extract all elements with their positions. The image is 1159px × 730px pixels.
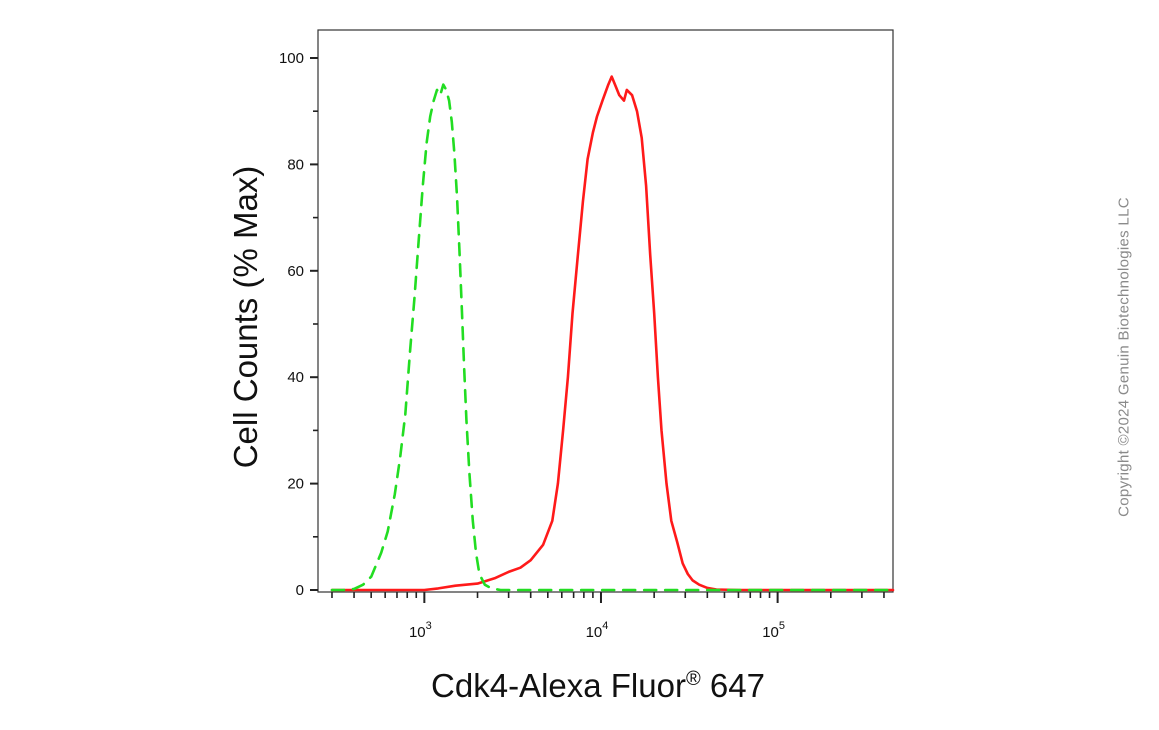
y-tick-label: 40: [287, 369, 304, 386]
x-tick-label: 105: [762, 620, 785, 641]
y-tick-label: 20: [287, 476, 304, 493]
plot-frame: [317, 29, 894, 593]
y-tick-label: 100: [279, 50, 304, 67]
dashed-series-line: [330, 83, 895, 592]
x-axis-title-registered-mark: ®: [686, 668, 701, 690]
solid-series-line: [330, 75, 895, 592]
x-tick-label: 103: [409, 620, 432, 641]
y-tick-label: 60: [287, 263, 304, 280]
y-tick-label: 80: [287, 156, 304, 173]
series-group: [330, 75, 895, 592]
axes: 0 20 40 60 80 100 103 104 105: [279, 50, 885, 641]
y-tick-label: 0: [296, 582, 304, 599]
x-axis-title-suffix: 647: [701, 667, 765, 704]
y-axis-title: Cell Counts (% Max): [227, 166, 264, 469]
plot-area: [317, 29, 894, 593]
x-axis-title: Cdk4-Alexa Fluor® 647: [431, 667, 765, 704]
x-axis-title-main: Cdk4-Alexa Fluor: [431, 667, 686, 704]
copyright-watermark: Copyright ©2024 Genuin Biotechnologies L…: [1115, 197, 1133, 517]
x-tick-label: 104: [586, 620, 609, 641]
